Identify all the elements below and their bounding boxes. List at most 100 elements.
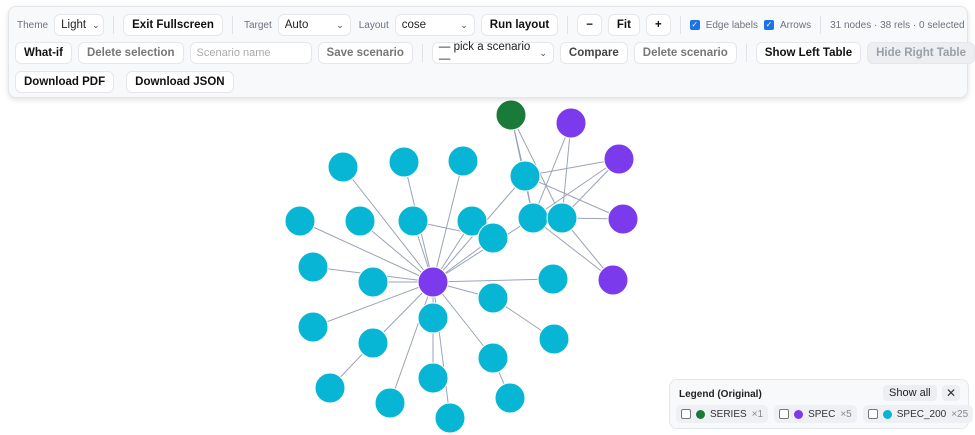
graph-node-series[interactable] [495,99,527,131]
graph-node-spec[interactable] [597,264,629,296]
download-json-button[interactable]: Download JSON [126,71,234,93]
graph-node-spec-200[interactable] [397,205,429,237]
divider [745,44,747,62]
layout-label: Layout [358,19,389,31]
target-select[interactable]: Auto ⌄ [277,14,351,36]
graph-node-spec-200[interactable] [357,327,389,359]
graph-edge[interactable] [312,281,434,328]
arrows-checkbox[interactable]: ✓ [763,20,774,30]
divider [421,44,423,62]
chevron-down-icon: ⌄ [336,19,344,30]
legend-item-series[interactable]: SERIES ×1 [676,405,769,423]
target-label: Target [243,19,272,31]
graph-edge[interactable] [532,158,620,219]
graph-node-spec-200[interactable] [297,251,329,283]
layout-select[interactable]: cose ⌄ [394,14,475,36]
legend-item-spec[interactable]: SPEC ×5 [774,405,857,423]
delete-selection-button[interactable]: Delete selection [77,42,184,64]
graph-node-spec-200[interactable] [546,202,578,234]
graph-node-spec-200[interactable] [537,263,569,295]
legend-count: ×1 [751,408,764,420]
graph-edge[interactable] [432,281,494,359]
legend-count: ×25 [951,408,969,420]
legend-item-spec_200[interactable]: SPEC_200 ×25 [862,405,974,423]
arrows-label: Arrows [779,19,812,31]
graph-edge[interactable] [532,217,614,281]
graph-edge[interactable] [432,278,554,283]
show-all-button[interactable]: Show all [883,385,937,401]
graph-edge[interactable] [342,166,434,283]
theme-value: Light [61,19,87,31]
legend-checkbox[interactable] [867,409,878,419]
graph-edge[interactable] [432,160,464,283]
divider [679,16,681,34]
theme-select[interactable]: Light ⌄ [54,14,105,36]
graph-node-spec-200[interactable] [517,202,549,234]
scenario-select-value: — pick a scenario — [438,41,531,65]
graph-node-spec-200[interactable] [477,282,509,314]
graph-node-spec-200[interactable] [314,372,346,404]
graph-node-spec[interactable] [603,143,635,175]
zoom-in-button[interactable]: + [645,14,671,36]
legend-checkbox[interactable] [779,409,790,419]
graph-edge[interactable] [524,175,624,220]
graph-edge[interactable] [524,158,620,177]
graph-edge[interactable] [359,220,434,283]
graph-node-spec-200[interactable] [417,302,449,334]
close-icon[interactable]: ✕ [942,385,960,401]
graph-node-spec-200[interactable] [477,222,509,254]
what-if-button[interactable]: What-if [15,42,72,64]
exit-fullscreen-button[interactable]: Exit Fullscreen [123,14,223,36]
divider [567,16,569,34]
scenario-select[interactable]: — pick a scenario — ⌄ [431,41,554,65]
graph-node-spec[interactable] [555,107,587,139]
download-pdf-button[interactable]: Download PDF [15,71,115,93]
legend-checkbox[interactable] [681,409,691,419]
legend-label: SERIES [710,408,747,420]
graph-node-spec-200[interactable] [538,323,570,355]
graph-edge[interactable] [299,220,434,283]
graph-node-spec-200[interactable] [357,266,389,298]
graph-edge[interactable] [561,122,572,219]
legend-title: Legend (Original) [679,389,762,400]
graph-edge[interactable] [532,122,572,219]
graph-edge[interactable] [432,281,451,419]
edge-labels-label: Edge labels [705,19,758,31]
run-layout-button[interactable]: Run layout [480,14,559,36]
hide-right-table-button[interactable]: Hide Right Table [867,42,975,64]
graph-node-spec[interactable] [417,266,449,298]
graph-node-spec-200[interactable] [284,205,316,237]
graph-edge[interactable] [432,217,534,283]
graph-node-spec-200[interactable] [434,402,466,434]
graph-node-spec-200[interactable] [388,146,420,178]
graph-edge[interactable] [389,281,434,404]
graph-status: 31 nodes · 38 rels · 0 selected [830,19,965,31]
legend-count: ×5 [840,408,852,420]
graph-node-spec[interactable] [607,203,639,235]
graph-node-spec-200[interactable] [344,205,376,237]
fit-button[interactable]: Fit [607,14,640,36]
graph-node-spec-200[interactable] [327,151,359,183]
save-scenario-button[interactable]: Save scenario [317,42,413,64]
compare-button[interactable]: Compare [559,42,628,64]
graph-node-spec-200[interactable] [417,362,449,394]
chevron-down-icon: ⌄ [92,19,100,30]
zoom-out-button[interactable]: − [577,14,602,36]
graph-node-spec-200[interactable] [447,145,479,177]
toolbar: Theme Light ⌄ Exit Fullscreen Target Auto… [8,6,975,98]
graph-node-spec-200[interactable] [509,160,541,192]
divider [113,16,115,34]
graph-node-spec-200[interactable] [477,342,509,374]
graph-node-spec-200[interactable] [456,205,488,237]
legend-items: SERIES ×1 SPEC ×5 SPEC_200 ×25 [676,405,974,423]
show-left-table-button[interactable]: Show Left Table [755,42,862,64]
edge-labels-checkbox[interactable]: ✓ [689,20,700,30]
graph-node-spec-200[interactable] [374,387,406,419]
graph-node-spec-200[interactable] [297,311,329,343]
delete-scenario-button[interactable]: Delete scenario [633,42,737,64]
chevron-down-icon: ⌄ [460,19,468,30]
chevron-down-icon: ⌄ [539,47,547,58]
scenario-name-input[interactable]: Scenario name [189,42,312,64]
graph-node-spec-200[interactable] [494,382,526,414]
